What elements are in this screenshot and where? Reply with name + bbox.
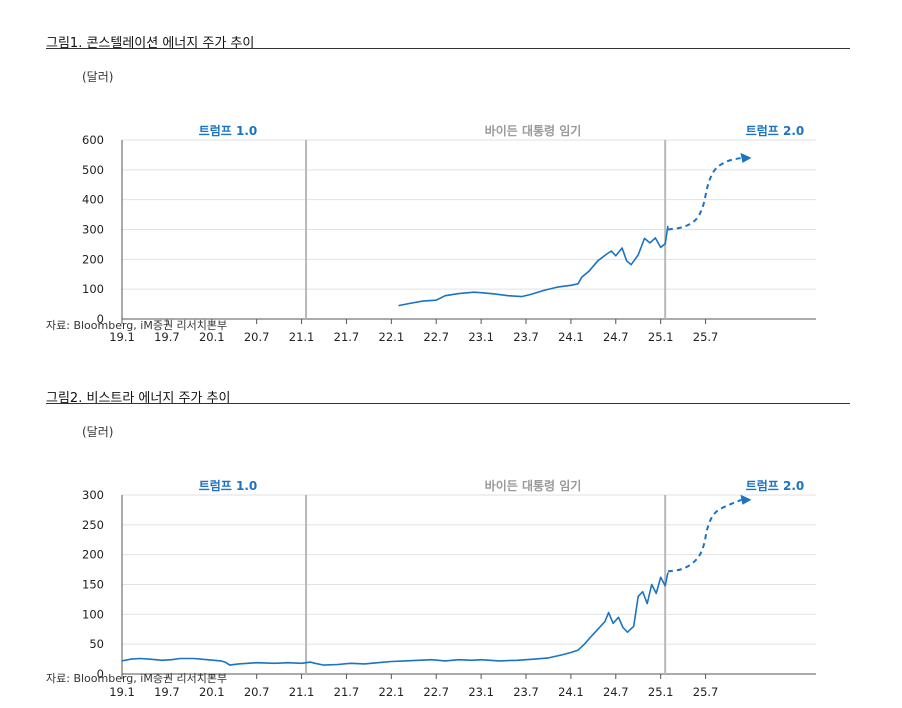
x-tick-label: 24.1 (558, 330, 584, 342)
y-tick-label: 300 (82, 223, 104, 237)
y-tick-label: 0 (97, 312, 104, 326)
period-label-trump1: 트럼프 1.0 (199, 479, 258, 493)
x-tick-label: 22.1 (379, 685, 405, 697)
price-line (398, 225, 669, 307)
x-tick-label: 25.7 (693, 685, 719, 697)
figure-2: 그림2. 비스트라 에너지 주가 추이 (달러) 0 50 100 150 200 250… (0, 387, 902, 707)
y-tick-label: 100 (82, 282, 104, 296)
line-chart: 0 50 100 150 200 250 300 19.1 19.7 20.1 20.7 21.1 21… (82, 478, 816, 697)
y-tick-label: 300 (82, 488, 104, 502)
period-label-trump2: 트럼프 2.0 (746, 124, 805, 138)
x-tick-label: 25.7 (693, 330, 719, 342)
x-tick-label: 19.7 (154, 685, 180, 697)
figure-title: 그림1. 콘스텔레이션 에너지 주가 추이 (46, 36, 255, 51)
x-tick-label: 19.1 (109, 685, 135, 697)
price-line (121, 572, 669, 666)
y-tick-label: 200 (82, 548, 104, 562)
title-rule (46, 403, 850, 404)
period-label-biden: 바이든 대통령 임기 (485, 478, 582, 493)
x-tick-label: 20.1 (199, 330, 225, 342)
source-note: 자료: Bloomberg, iM증권 리서치본부 (46, 319, 228, 332)
period-label-biden: 바이든 대통령 임기 (485, 123, 582, 138)
y-tick-label: 600 (82, 133, 104, 147)
x-tick-label: 21.7 (334, 685, 360, 697)
y-tick-label: 200 (82, 252, 104, 266)
y-tick-label: 150 (82, 578, 104, 592)
y-tick-label: 400 (82, 193, 104, 207)
x-tick-label: 23.7 (513, 330, 539, 342)
x-tick-label: 22.7 (423, 330, 449, 342)
x-tick-label: 21.7 (334, 330, 360, 342)
period-label-trump1: 트럼프 1.0 (199, 124, 258, 138)
x-tick-label: 24.1 (558, 685, 584, 697)
y-unit-label: (달러) (82, 425, 114, 439)
title-rule (46, 48, 850, 49)
y-tick-label: 500 (82, 163, 104, 177)
x-tick-label: 25.1 (648, 685, 674, 697)
source-note: 자료: Bloomberg, iM증권 리서치본부 (46, 672, 228, 685)
x-tick-label: 20.7 (244, 685, 270, 697)
x-tick-label: 21.1 (289, 685, 315, 697)
x-tick-label: 23.1 (468, 330, 494, 342)
x-tick-label: 22.1 (379, 330, 405, 342)
figure-title: 그림2. 비스트라 에너지 주가 추이 (46, 391, 231, 406)
x-tick-label: 19.7 (154, 330, 180, 342)
y-tick-label: 50 (89, 637, 104, 651)
projection-line (667, 498, 742, 573)
x-tick-label: 22.7 (423, 685, 449, 697)
y-tick-label: 250 (82, 518, 104, 532)
projection-line (667, 156, 742, 231)
x-tick-label: 23.7 (513, 685, 539, 697)
x-tick-label: 20.1 (199, 685, 225, 697)
projection-arrowhead (740, 152, 752, 163)
x-tick-label: 20.7 (244, 330, 270, 342)
period-label-trump2: 트럼프 2.0 (746, 479, 805, 493)
y-tick-label: 0 (97, 667, 104, 681)
x-tick-label: 19.1 (109, 330, 135, 342)
x-tick-label: 24.7 (603, 330, 629, 342)
line-chart: 0 100 200 300 400 500 600 19.1 19.7 20.1 20.7 21.1 2… (82, 123, 816, 342)
figure-1: 그림1. 콘스텔레이션 에너지 주가 추이 (달러) 0 100 200 300 400… (0, 32, 902, 352)
x-tick-label: 21.1 (289, 330, 315, 342)
y-tick-label: 100 (82, 607, 104, 621)
x-tick-label: 25.1 (648, 330, 674, 342)
x-tick-label: 24.7 (603, 685, 629, 697)
y-unit-label: (달러) (82, 70, 114, 84)
projection-arrowhead (740, 494, 752, 505)
x-tick-label: 23.1 (468, 685, 494, 697)
